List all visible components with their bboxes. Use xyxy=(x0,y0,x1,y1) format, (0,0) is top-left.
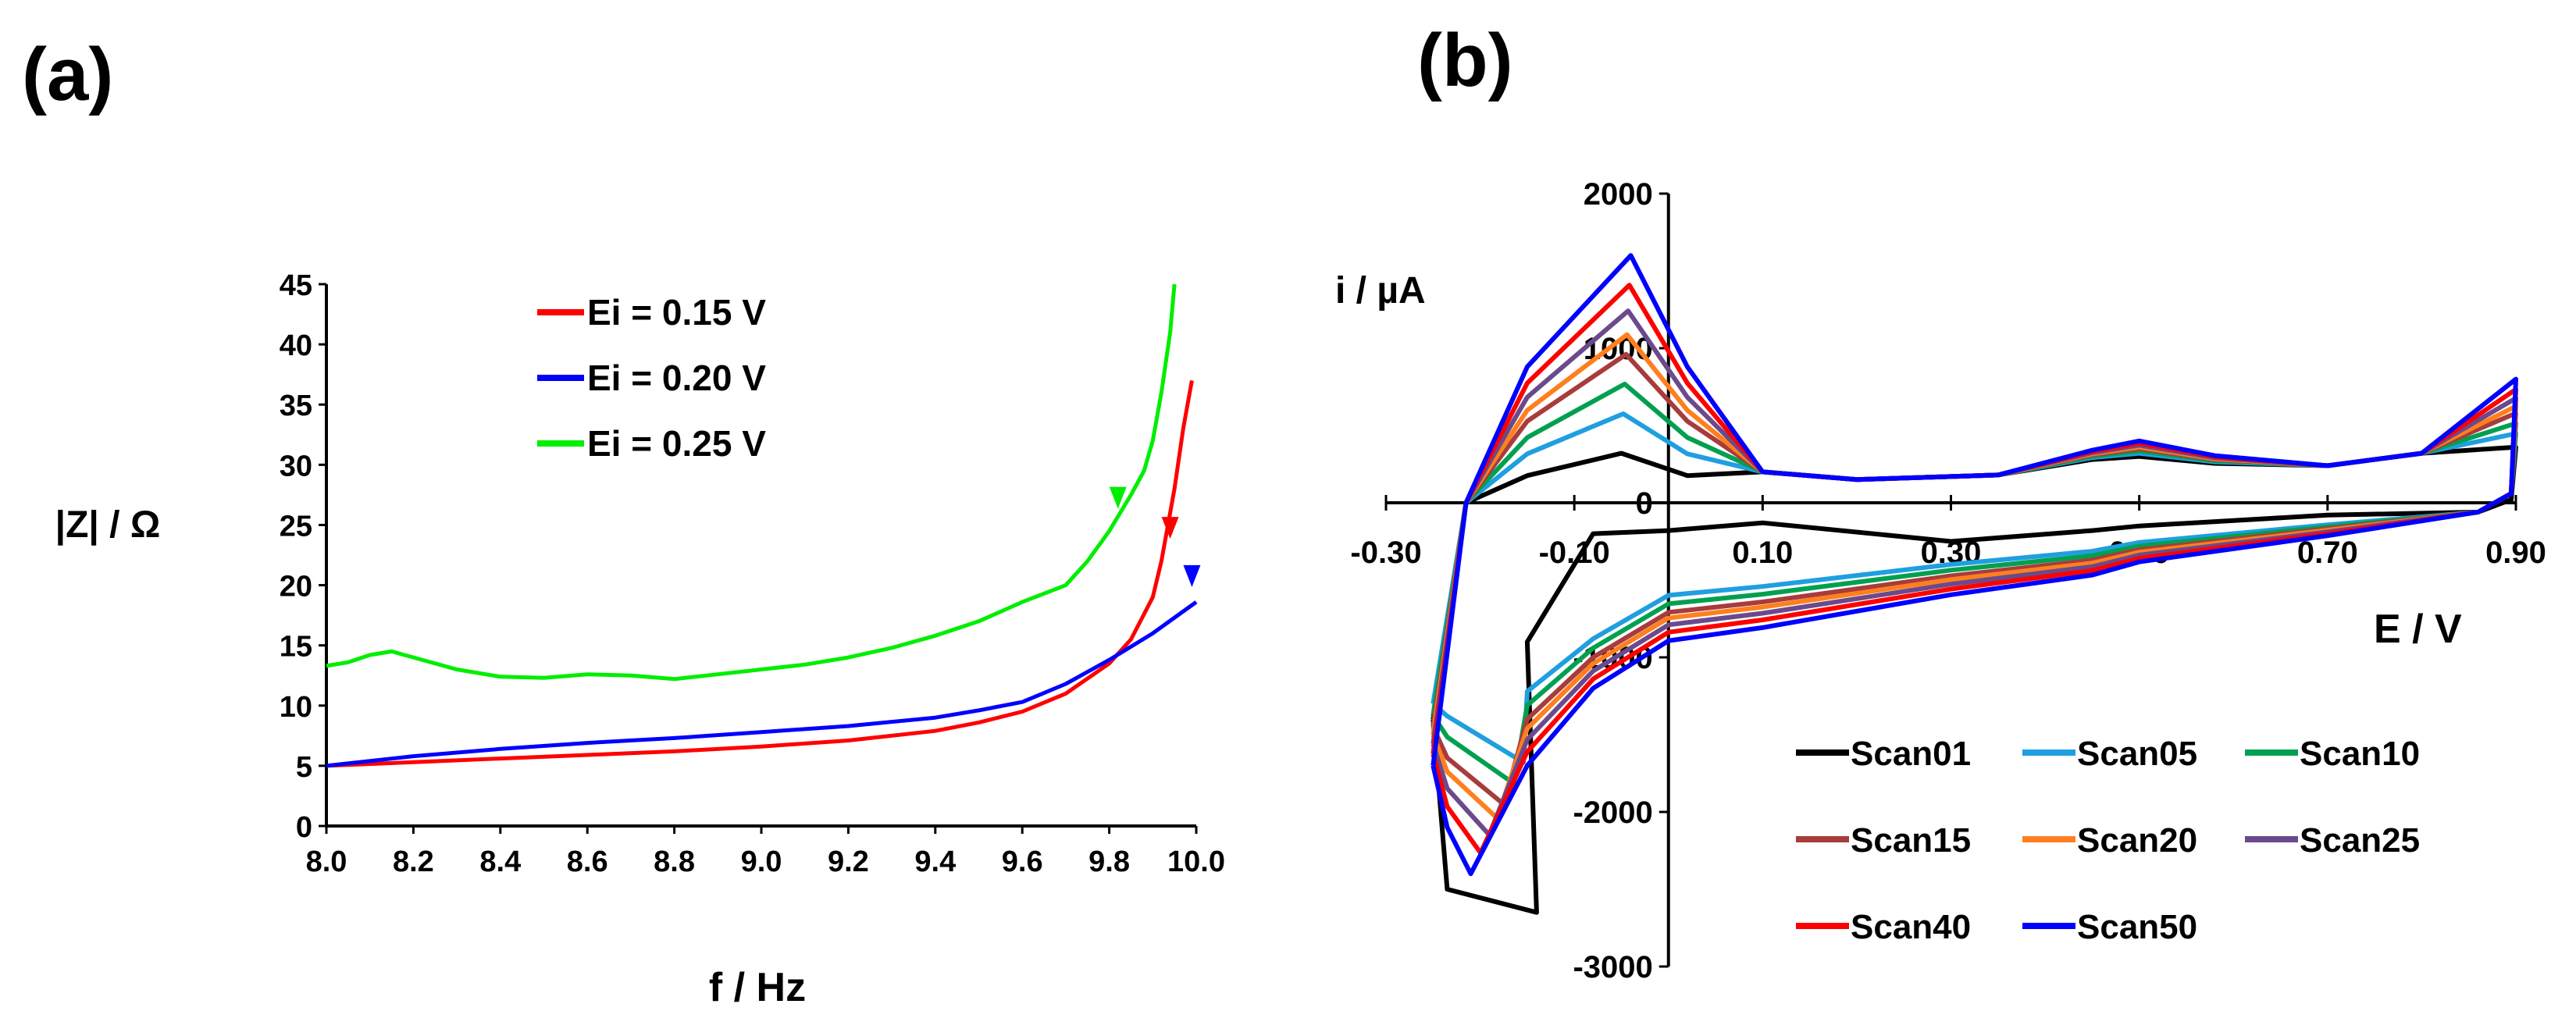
chart-a-y-tick-label: 20 xyxy=(280,571,312,603)
chart-b-scan-curve xyxy=(1431,253,2518,877)
chart-a-y-tick-label: 10 xyxy=(280,691,312,724)
chart-a-y-tick-label: 15 xyxy=(280,631,312,664)
chart-b-xlabel: E / V xyxy=(2374,607,2462,652)
chart-a-y-tick-label: 25 xyxy=(280,510,312,543)
chart-a-series-line xyxy=(326,600,1198,768)
chart-a-series-arrow xyxy=(1183,564,1201,587)
chart-a-y-tick-label: 30 xyxy=(280,450,312,482)
chart-b-legend-label: Scan10 xyxy=(2300,735,2420,773)
chart-b-legend-label: Scan05 xyxy=(2077,735,2197,773)
chart-a-legend-label: Ei = 0.20 V xyxy=(587,358,766,398)
chart-a-x-tick-label: 9.4 xyxy=(914,846,956,878)
chart-b: -0.30 -0.10 0.10 0.30 0.50 0.70 0.90-3000-2000… xyxy=(1350,177,2546,984)
chart-b-ylabel: i / µA xyxy=(1335,270,1426,312)
panel-a-label: (a) xyxy=(22,33,113,116)
chart-b-y-tick-label: -2000 xyxy=(1573,796,1652,830)
chart-a-x-tick-label: 8.8 xyxy=(654,846,695,878)
chart-a-x-tick-label: 8.0 xyxy=(306,846,347,878)
chart-b-y-tick-label: 0 xyxy=(1636,486,1653,521)
chart-b-legend-label: Scan01 xyxy=(1851,735,1971,773)
chart-b-legend-label: Scan15 xyxy=(1851,821,1971,860)
chart-b-x-tick-label: 0.70 xyxy=(2297,536,2358,570)
chart-b-x-tick-label: 0.10 xyxy=(1732,536,1793,570)
chart-b-legend-label: Scan25 xyxy=(2300,821,2420,860)
chart-a-x-tick-label: 9.0 xyxy=(741,846,782,878)
chart-a-x-tick-label: 8.6 xyxy=(567,846,608,878)
panel-b-label: (b) xyxy=(1417,19,1513,102)
chart-b-legend-label: Scan50 xyxy=(2077,908,2197,946)
chart-b-y-tick-label: 2000 xyxy=(1584,177,1653,212)
chart-a-legend-label: Ei = 0.15 V xyxy=(587,292,766,333)
chart-b-x-tick-label: -0.30 xyxy=(1350,536,1421,570)
chart-a-xlabel: f / Hz xyxy=(709,965,806,1010)
chart-b-legend-label: Scan20 xyxy=(2077,821,2197,860)
chart-a-y-tick-label: 35 xyxy=(280,390,312,422)
chart-a-series-line xyxy=(326,379,1194,768)
chart-b-legend-label: Scan40 xyxy=(1851,908,1971,946)
chart-a-x-tick-label: 9.8 xyxy=(1088,846,1130,878)
chart-a-x-tick-label: 9.6 xyxy=(1002,846,1043,878)
chart-b-x-tick-label: 0.90 xyxy=(2485,536,2546,570)
chart-a-ylabel: |Z| / Ω xyxy=(55,504,161,546)
chart-b-y-tick-label: -3000 xyxy=(1573,950,1652,984)
chart-a-series-line xyxy=(326,283,1177,682)
chart-a-x-tick-label: 8.2 xyxy=(393,846,434,878)
chart-a-y-tick-label: 5 xyxy=(296,751,312,784)
chart-a-x-tick-label: 9.2 xyxy=(828,846,869,878)
chart-a-y-tick-label: 45 xyxy=(280,269,312,302)
chart-a-x-tick-label: 10.0 xyxy=(1167,846,1225,878)
chart-a: 8.0 8.2 8.4 8.6 8.8 9.0 9.2 9.4 9.6 9.8 10.0 0 5 10 15… xyxy=(280,269,1225,878)
chart-a-series-arrow xyxy=(1109,486,1127,509)
chart-a-legend-label: Ei = 0.25 V xyxy=(587,423,766,464)
chart-a-y-tick-label: 40 xyxy=(280,329,312,362)
chart-a-series-arrow xyxy=(1161,517,1179,539)
chart-a-x-tick-label: 8.4 xyxy=(479,846,521,878)
chart-a-y-tick-label: 0 xyxy=(296,811,312,844)
